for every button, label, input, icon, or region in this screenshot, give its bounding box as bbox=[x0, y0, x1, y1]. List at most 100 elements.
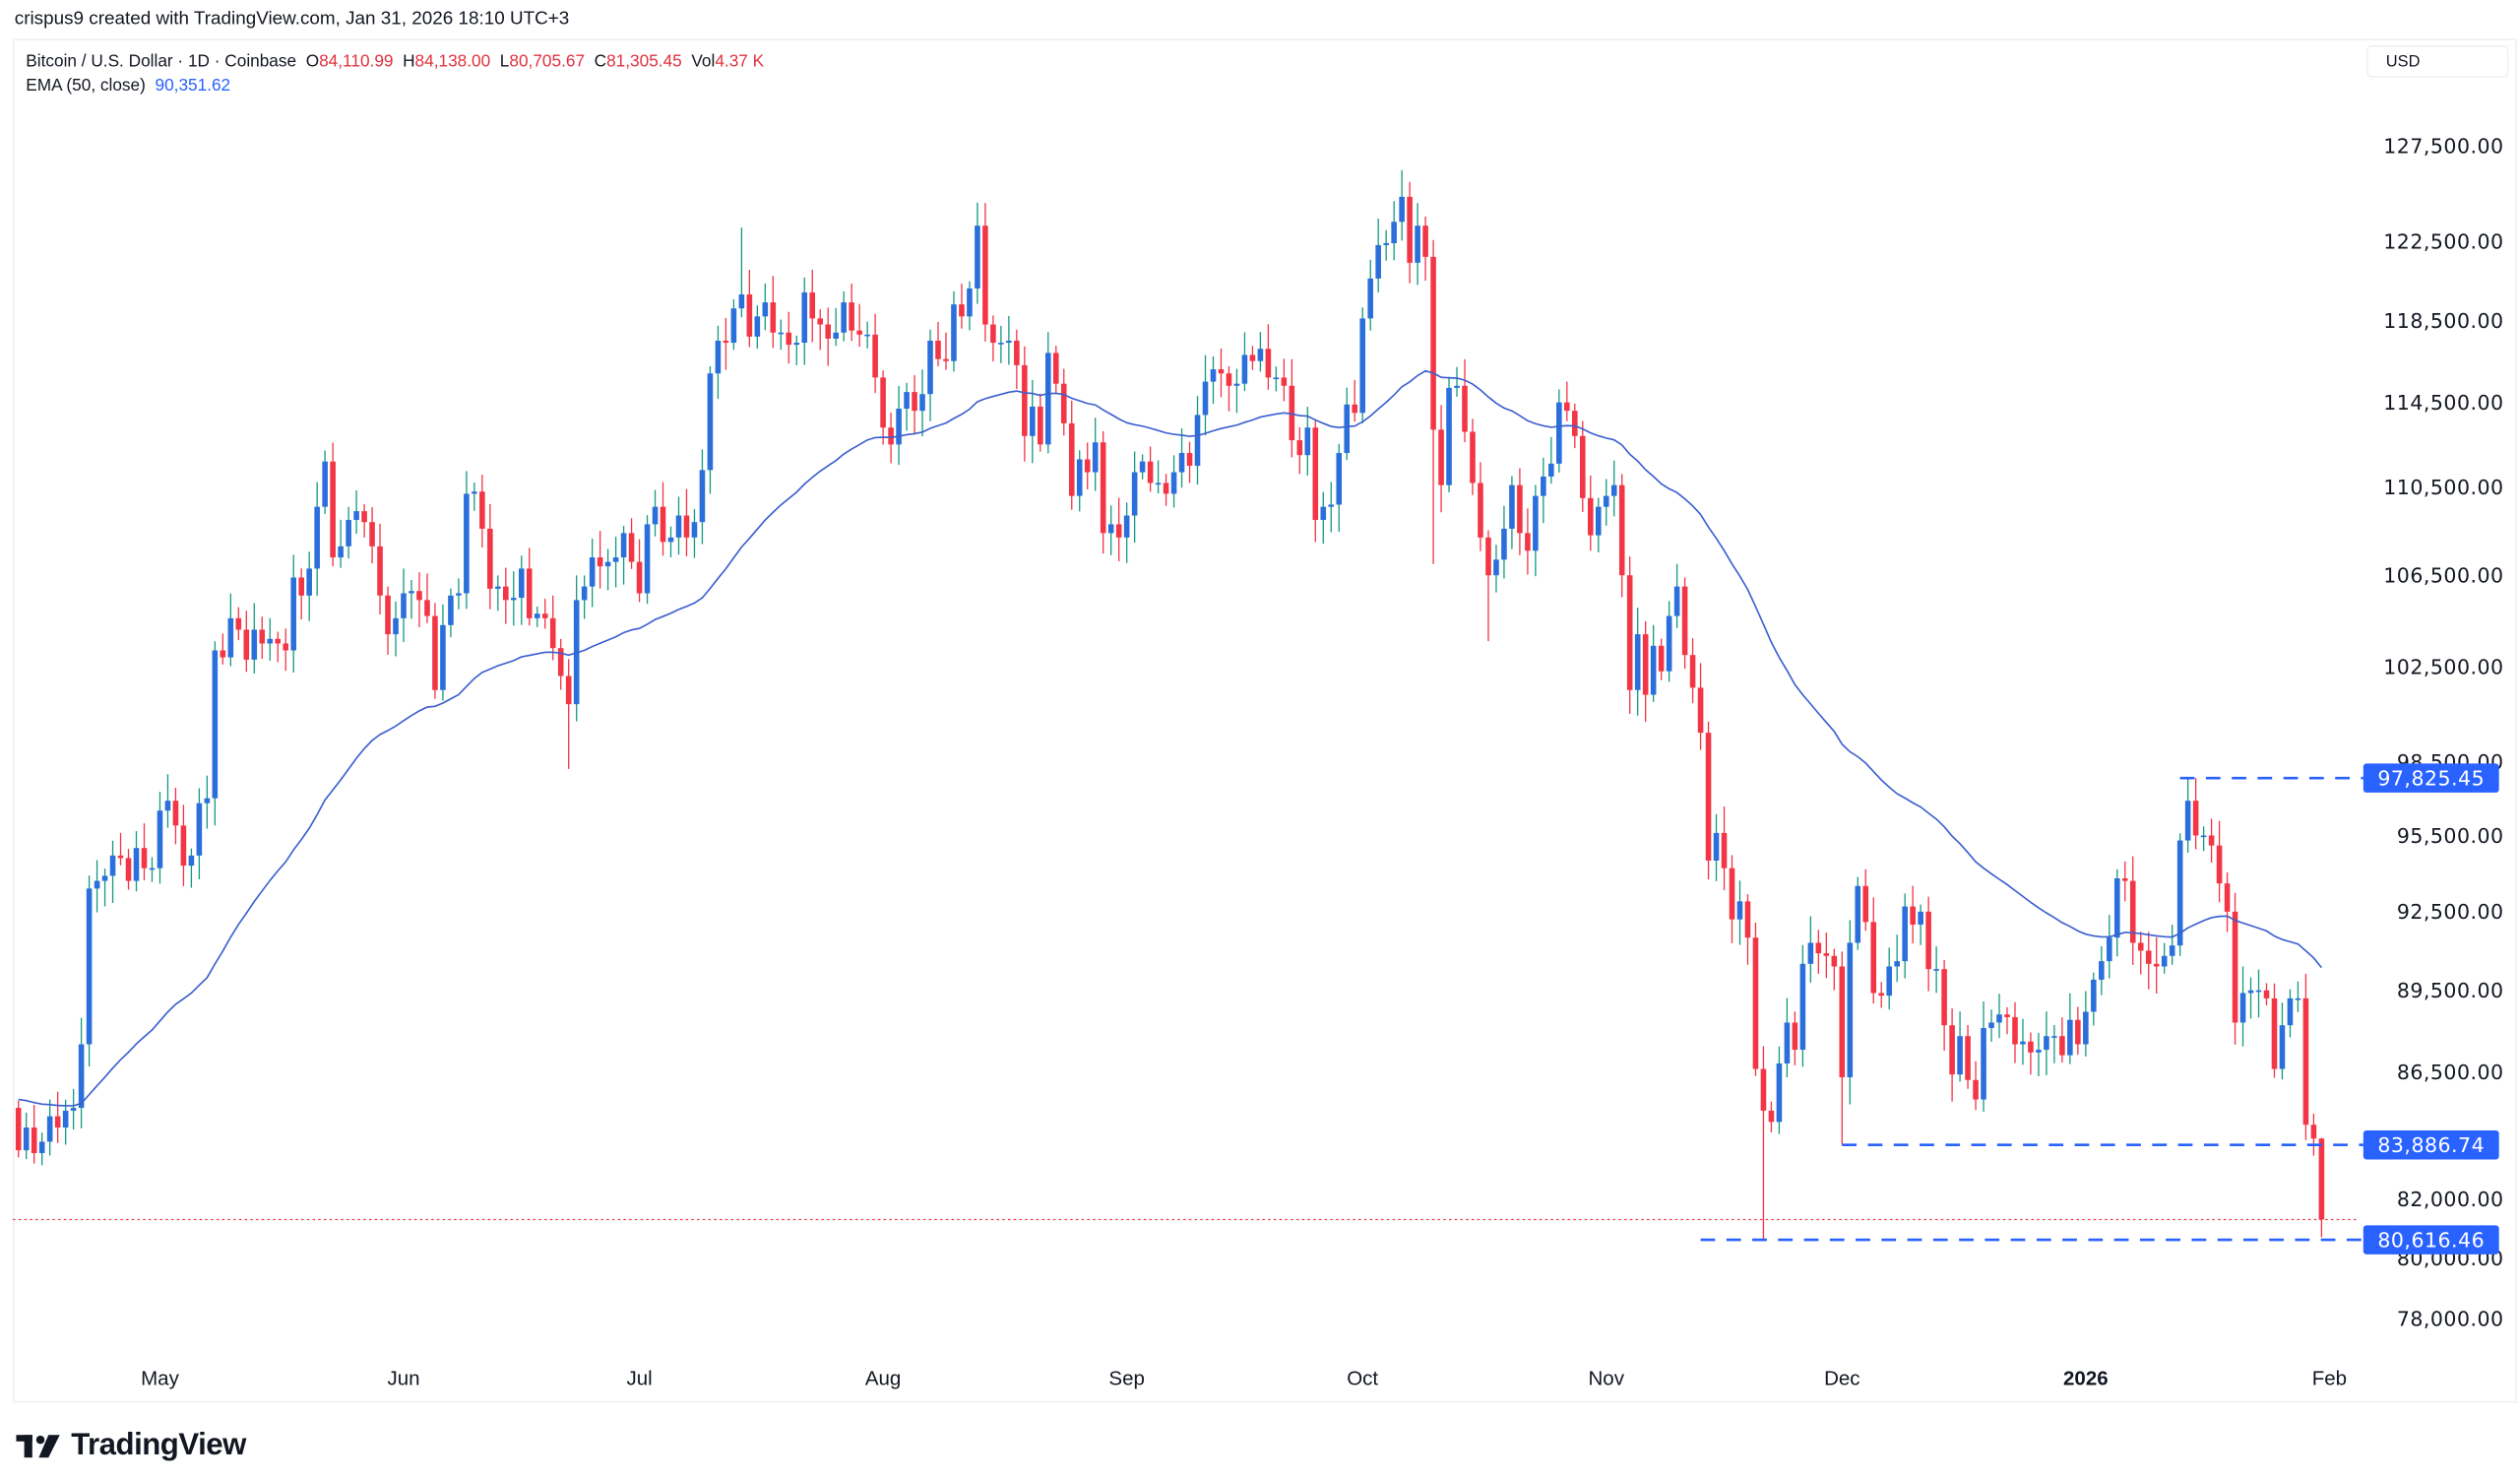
caption: crispus9 created with TradingView.com, J… bbox=[14, 9, 570, 30]
candle bbox=[2184, 778, 2191, 853]
candle bbox=[660, 482, 666, 556]
candle bbox=[534, 606, 540, 627]
candle-body bbox=[1186, 453, 1193, 467]
candle-body bbox=[1548, 463, 1554, 477]
candle bbox=[904, 382, 910, 431]
candle-body bbox=[62, 1110, 69, 1128]
candle-body bbox=[1478, 483, 1483, 538]
candle bbox=[565, 659, 572, 769]
y-tick-label: 86,500.00 bbox=[2397, 1061, 2504, 1084]
candle bbox=[541, 599, 548, 629]
candle-body bbox=[1878, 993, 1885, 997]
candle bbox=[1320, 491, 1327, 545]
candle bbox=[133, 831, 140, 892]
y-tick-label: 95,500.00 bbox=[2397, 824, 2504, 848]
candle bbox=[267, 617, 274, 661]
candle-body bbox=[1697, 687, 1704, 734]
candle-body bbox=[283, 643, 289, 651]
candle-body bbox=[479, 491, 485, 529]
ema-label[interactable]: EMA (50, close) bbox=[26, 76, 146, 96]
y-tick-label: 102,500.00 bbox=[2383, 655, 2503, 678]
candle-body bbox=[778, 332, 785, 335]
candle-body bbox=[1014, 340, 1020, 365]
candle-body bbox=[2083, 1011, 2089, 1045]
horizontal-levels bbox=[1700, 776, 2363, 1242]
candle-body bbox=[1131, 472, 1138, 516]
candle bbox=[1139, 454, 1146, 480]
candle-body bbox=[1265, 349, 1272, 378]
candle bbox=[1697, 663, 1704, 750]
close-value: 81,305.45 bbox=[606, 51, 682, 72]
candle-body bbox=[188, 855, 195, 867]
candle-body bbox=[15, 1108, 22, 1151]
candle bbox=[1925, 896, 1931, 992]
candle-body bbox=[2232, 911, 2238, 1023]
candle-body bbox=[660, 506, 666, 543]
candle bbox=[1186, 441, 1193, 483]
y-tick-label: 122,500.00 bbox=[2383, 229, 2503, 253]
symbol-title[interactable]: Bitcoin / U.S. Dollar · 1D · Coinbase bbox=[26, 51, 297, 72]
candle-body bbox=[1407, 196, 1413, 263]
candle-body bbox=[1493, 559, 1499, 576]
candle bbox=[793, 335, 800, 365]
candle bbox=[1847, 920, 1854, 1105]
candle-body bbox=[541, 613, 548, 618]
candle bbox=[2255, 969, 2262, 1018]
candle bbox=[70, 1088, 77, 1130]
candle bbox=[1556, 389, 1562, 473]
candle bbox=[306, 551, 312, 621]
candle bbox=[1170, 455, 1177, 508]
candle-body bbox=[644, 524, 651, 594]
candle-body bbox=[2302, 997, 2309, 1126]
candle-body bbox=[322, 461, 328, 507]
candle bbox=[1115, 497, 1122, 562]
candle bbox=[770, 276, 777, 349]
candle bbox=[1823, 933, 1830, 979]
open-value: 84,110.99 bbox=[319, 51, 394, 72]
tradingview-logo[interactable]: TradingView bbox=[16, 1429, 246, 1464]
candle bbox=[975, 202, 980, 304]
candle bbox=[1430, 239, 1436, 564]
candle bbox=[1273, 366, 1280, 392]
candle bbox=[1776, 1046, 1783, 1134]
candle bbox=[1241, 332, 1248, 391]
candle bbox=[479, 475, 485, 547]
candle bbox=[809, 269, 816, 343]
ema-line bbox=[18, 369, 2322, 1107]
candle-body bbox=[817, 318, 824, 325]
candle bbox=[1462, 358, 1468, 443]
candle-body bbox=[912, 392, 917, 412]
candle-body bbox=[1139, 461, 1146, 473]
candle bbox=[2161, 942, 2168, 974]
candle bbox=[1226, 365, 1232, 412]
candle-body bbox=[620, 533, 627, 558]
candle bbox=[1485, 530, 1491, 642]
candle bbox=[1257, 332, 1264, 372]
candle-body bbox=[1052, 353, 1059, 384]
candle-body bbox=[667, 537, 674, 543]
candle bbox=[1815, 930, 1822, 974]
candle-body bbox=[841, 302, 847, 333]
candle bbox=[833, 307, 839, 347]
candle bbox=[1595, 497, 1602, 552]
candle bbox=[2287, 989, 2294, 1038]
candle bbox=[1768, 1101, 1775, 1132]
candle-body bbox=[2113, 877, 2120, 938]
y-axis: 127,500.00 122,500.00 118,500.00 114,500.00… bbox=[2383, 134, 2503, 1330]
candle bbox=[864, 321, 870, 349]
candle bbox=[1131, 451, 1138, 544]
candle bbox=[1454, 366, 1460, 397]
candle bbox=[1493, 545, 1499, 593]
candle-body bbox=[1336, 453, 1343, 505]
candle bbox=[78, 1017, 85, 1128]
y-tick-label: 114,500.00 bbox=[2383, 391, 2503, 415]
candle bbox=[117, 832, 124, 866]
currency-button[interactable]: USD bbox=[2366, 44, 2509, 78]
candle bbox=[1328, 482, 1335, 533]
candle-body bbox=[1296, 440, 1303, 456]
candle-body bbox=[1681, 586, 1688, 656]
candle-body bbox=[1618, 484, 1625, 576]
candle-body bbox=[54, 1116, 61, 1128]
candle-body bbox=[298, 577, 304, 596]
